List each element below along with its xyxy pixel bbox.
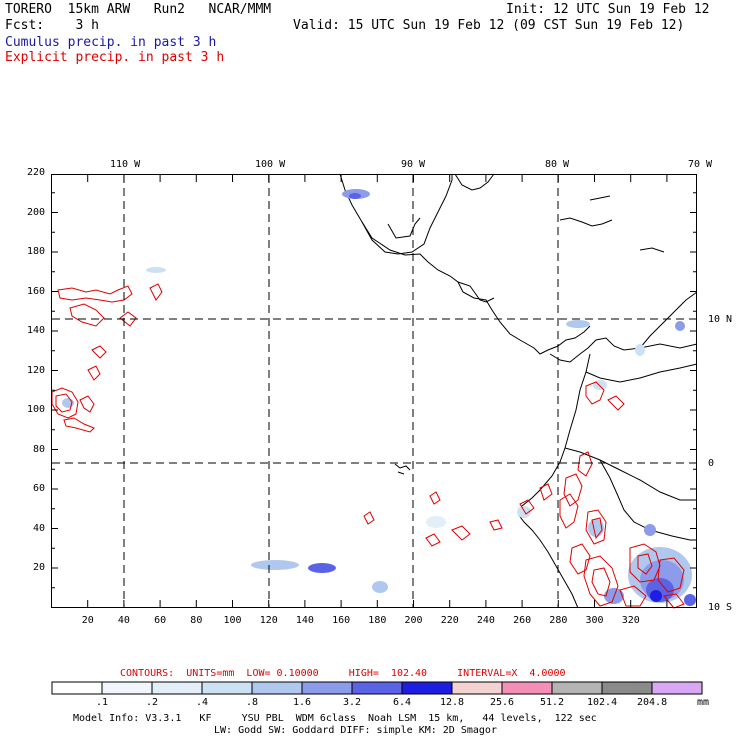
colorbar-swatch — [601, 681, 653, 695]
y-tick-label: 180 — [27, 246, 46, 257]
forecast-hour: Fcst: 3 h — [5, 18, 99, 33]
model-physics: LW: Godd SW: Goddard DIFF: simple KM: 2D… — [214, 725, 497, 736]
colorbar-label: .2 — [146, 697, 159, 708]
x-tick-label: 140 — [295, 615, 314, 626]
colorbar-label: .4 — [196, 697, 209, 708]
colorbar-unit: mm — [697, 697, 710, 708]
x-tick-label: 160 — [332, 615, 351, 626]
axis-tick-marks — [52, 175, 696, 607]
colorbar-swatch — [201, 681, 253, 695]
x-tick-label: 80 — [190, 615, 203, 626]
colorbar-label: 12.8 — [440, 697, 465, 708]
contour-info: CONTOURS: UNITS=mm LOW= 0.10000 HIGH= 10… — [120, 668, 566, 679]
colorbar-swatch — [551, 681, 603, 695]
y-tick-label: 160 — [27, 285, 46, 297]
lon-label-110w: 110 W — [110, 159, 141, 170]
x-tick-label: 240 — [476, 615, 495, 626]
lat-label-10n: 10 N — [708, 314, 733, 325]
colorbar-label: 51.2 — [540, 697, 565, 708]
y-tick-label: 80 — [33, 443, 46, 455]
x-tick-label: 120 — [259, 615, 278, 626]
colorbar-label: 6.4 — [393, 697, 412, 708]
plot-frame — [51, 174, 697, 608]
colorbar-swatch — [251, 681, 303, 695]
y-tick-label: 140 — [27, 325, 46, 336]
colorbar-swatch — [401, 681, 453, 695]
x-tick-label: 280 — [549, 615, 568, 626]
y-tick-label: 60 — [33, 483, 46, 494]
x-tick-label: 100 — [223, 615, 242, 626]
colorbar-label: 3.2 — [343, 697, 362, 708]
colorbar-label: 204.8 — [637, 697, 668, 708]
colorbar-label: .8 — [246, 697, 259, 708]
x-tick-label: 60 — [154, 615, 167, 626]
colorbar-swatch — [451, 681, 503, 695]
lon-label-80w: 80 W — [545, 159, 570, 170]
y-tick-label: 200 — [27, 206, 46, 218]
lat-label-0: 0 — [708, 458, 715, 469]
colorbar-label: .1 — [96, 697, 109, 708]
x-tick-label: 320 — [621, 615, 640, 626]
lon-label-70w: 70 W — [688, 159, 713, 170]
colorbar-label: 1.6 — [293, 697, 312, 708]
init-time: Init: 12 UTC Sun 19 Feb 12 — [506, 2, 710, 17]
model-title: TORERO 15km ARW Run2 NCAR/MMM — [5, 2, 272, 17]
colorbar-swatch — [501, 681, 553, 695]
coastline — [339, 173, 698, 609]
y-tick-label: 20 — [33, 562, 46, 573]
lat-label-10s: 10 S — [708, 602, 733, 613]
lon-label-90w: 90 W — [401, 159, 426, 170]
colorbar-label: 102.4 — [587, 697, 618, 708]
colorbar-swatch — [101, 681, 153, 695]
explicit-precip — [51, 283, 685, 609]
x-tick-label: 260 — [513, 615, 532, 626]
y-tick-label: 120 — [27, 364, 46, 376]
legend-explicit: Explicit precip. in past 3 h — [5, 50, 225, 65]
colorbar-swatch — [351, 681, 403, 695]
colorbar-swatch — [301, 681, 353, 695]
valid-time: Valid: 15 UTC Sun 19 Feb 12 (09 CST Sun … — [293, 18, 685, 33]
y-tick-label: 40 — [33, 522, 46, 534]
x-tick-label: 40 — [117, 615, 130, 626]
lat-lon-gridlines — [52, 175, 696, 607]
x-tick-label: 180 — [368, 615, 387, 626]
x-tick-label: 20 — [81, 615, 94, 626]
legend-cumulus: Cumulus precip. in past 3 h — [5, 35, 217, 50]
model-info: Model Info: V3.3.1 KF YSU PBL WDM 6class… — [73, 713, 597, 724]
x-tick-label: 220 — [440, 615, 459, 626]
colorbar-swatch — [651, 681, 703, 695]
colorbar-swatch — [51, 681, 103, 695]
x-tick-label: 300 — [585, 615, 604, 626]
x-tick-label: 200 — [404, 615, 423, 626]
colorbar-swatch — [151, 681, 203, 695]
lon-label-100w: 100 W — [255, 159, 286, 170]
y-tick-label: 220 — [27, 167, 46, 178]
colorbar-label: 25.6 — [490, 697, 515, 708]
y-tick-label: 100 — [27, 404, 46, 415]
